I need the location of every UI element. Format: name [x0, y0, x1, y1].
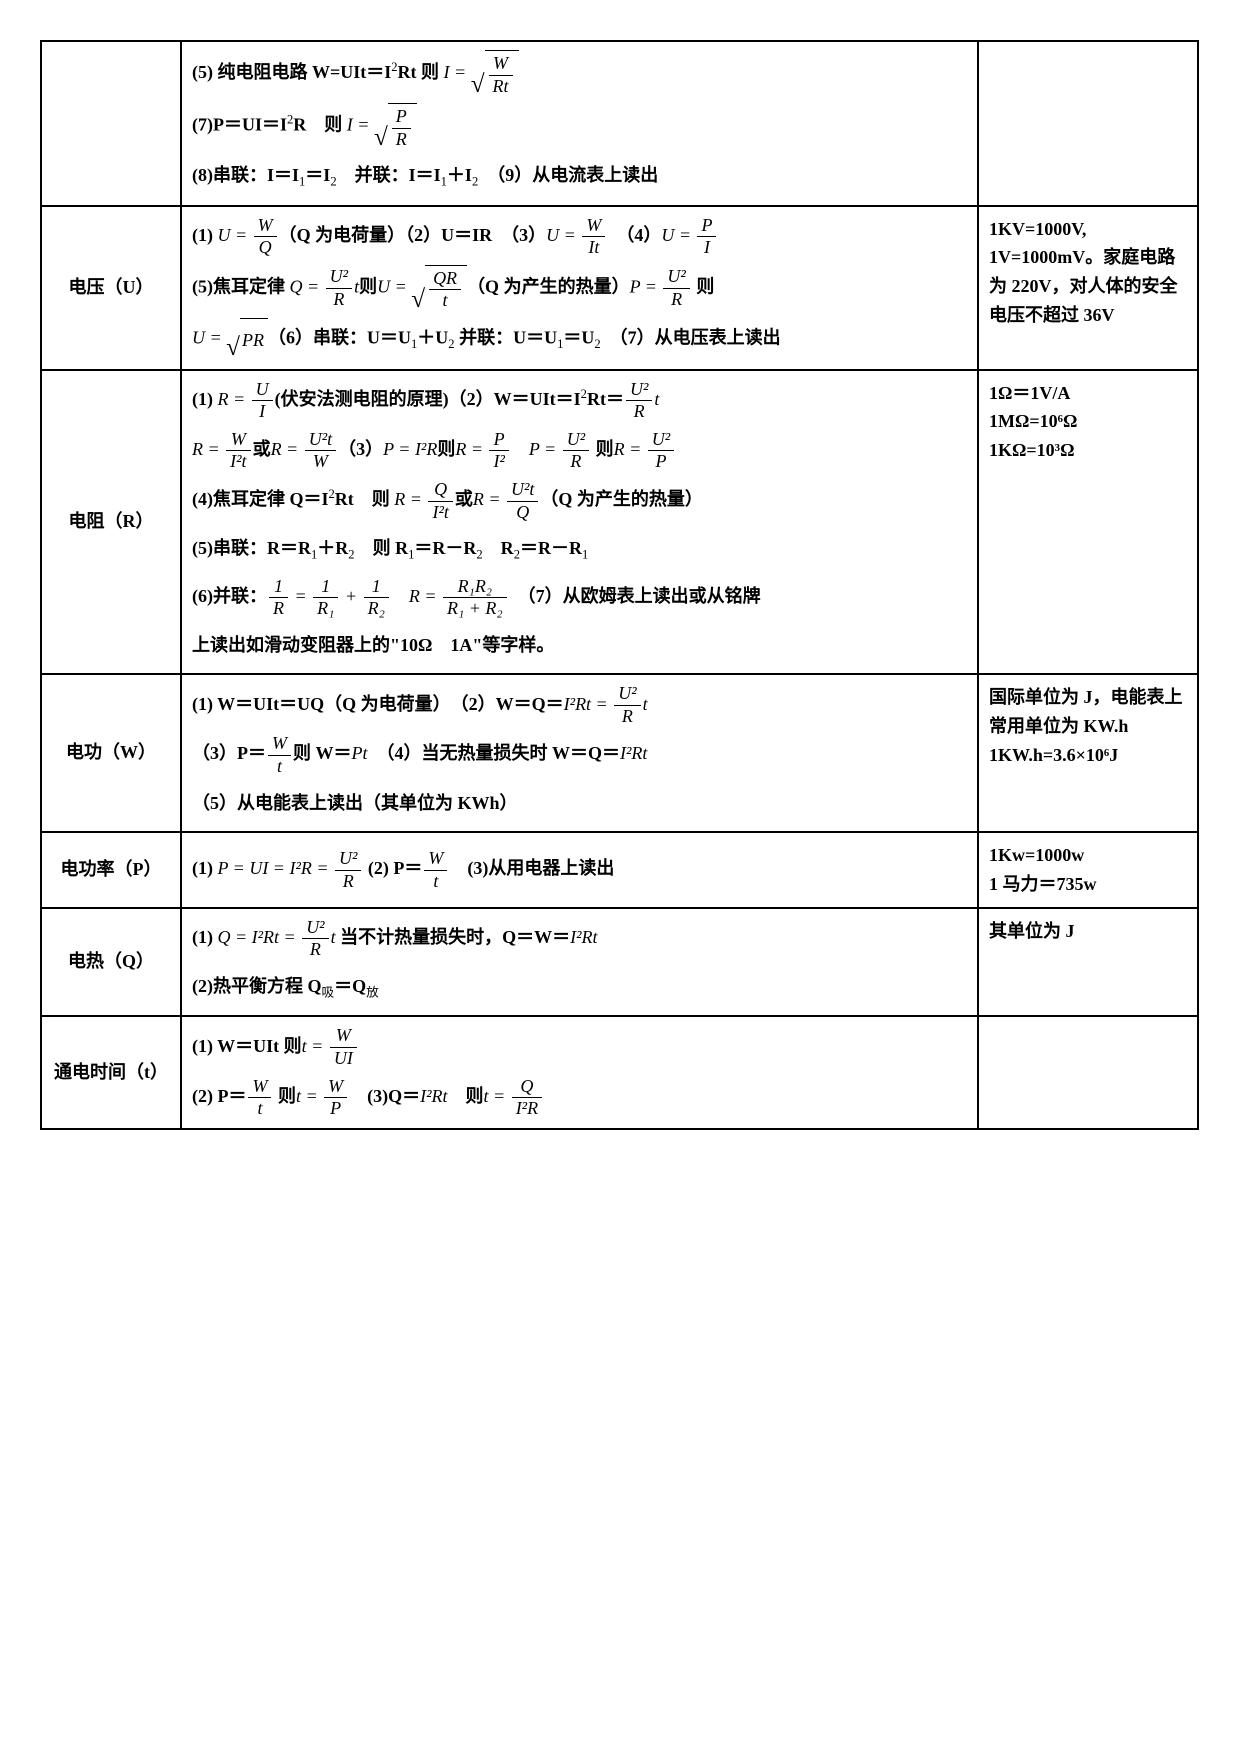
- row-formulas: (1) U = WQ（Q 为电荷量）（2）U＝IR （3）U = WIt （4）…: [181, 206, 978, 370]
- row-label: 通电时间（t）: [41, 1016, 181, 1128]
- row-label: 电功（W）: [41, 674, 181, 832]
- row-label: 电热（Q）: [41, 908, 181, 1016]
- table-row: (5) 纯电阻电路 W=UIt＝I2Rt 则 I = √WRt(7)P＝UI＝I…: [41, 41, 1198, 206]
- row-notes: 国际单位为 J，电能表上常用单位为 KW.h1KW.h=3.6×10⁶J: [978, 674, 1198, 832]
- row-notes: 1Kw=1000w1 马力＝735w: [978, 832, 1198, 908]
- table-row: 电功率（P）(1) P = UI = I²R = U²R (2) P＝Wt (3…: [41, 832, 1198, 908]
- row-formulas: (1) W＝UIt＝UQ（Q 为电荷量） （2）W＝Q＝I²Rt = U²Rt（…: [181, 674, 978, 832]
- row-notes: 1KV=1000V,1V=1000mV。家庭电路为 220V，对人体的安全电压不…: [978, 206, 1198, 370]
- row-label: 电功率（P）: [41, 832, 181, 908]
- table-row: 电热（Q）(1) Q = I²Rt = U²Rt 当不计热量损失时，Q＝W＝I²…: [41, 908, 1198, 1016]
- row-formulas: (1) Q = I²Rt = U²Rt 当不计热量损失时，Q＝W＝I²Rt(2)…: [181, 908, 978, 1016]
- row-formulas: (1) W＝UIt 则t = WUI(2) P＝Wt 则t = WP (3)Q＝…: [181, 1016, 978, 1128]
- row-notes: 其单位为 J: [978, 908, 1198, 1016]
- table-row: 电功（W）(1) W＝UIt＝UQ（Q 为电荷量） （2）W＝Q＝I²Rt = …: [41, 674, 1198, 832]
- table-row: 电压（U）(1) U = WQ（Q 为电荷量）（2）U＝IR （3）U = WI…: [41, 206, 1198, 370]
- physics-formula-table: (5) 纯电阻电路 W=UIt＝I2Rt 则 I = √WRt(7)P＝UI＝I…: [40, 40, 1199, 1130]
- row-formulas: (1) R = UI(伏安法测电阻的原理)（2）W＝UIt＝I2Rt＝U²RtR…: [181, 370, 978, 675]
- table-row: 电阻（R）(1) R = UI(伏安法测电阻的原理)（2）W＝UIt＝I2Rt＝…: [41, 370, 1198, 675]
- row-formulas: (1) P = UI = I²R = U²R (2) P＝Wt (3)从用电器上…: [181, 832, 978, 908]
- table-row: 通电时间（t）(1) W＝UIt 则t = WUI(2) P＝Wt 则t = W…: [41, 1016, 1198, 1128]
- row-notes: [978, 1016, 1198, 1128]
- row-notes: 1Ω＝1V/A1MΩ=10⁶Ω1KΩ=10³Ω: [978, 370, 1198, 675]
- row-label: 电阻（R）: [41, 370, 181, 675]
- row-notes: [978, 41, 1198, 206]
- row-label: [41, 41, 181, 206]
- row-label: 电压（U）: [41, 206, 181, 370]
- row-formulas: (5) 纯电阻电路 W=UIt＝I2Rt 则 I = √WRt(7)P＝UI＝I…: [181, 41, 978, 206]
